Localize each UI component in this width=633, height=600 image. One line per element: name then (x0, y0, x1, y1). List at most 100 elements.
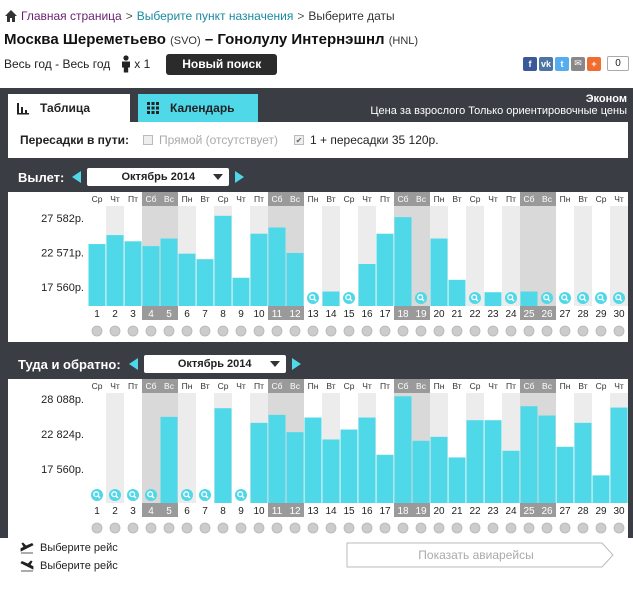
day-radio[interactable] (91, 325, 103, 337)
price-bar[interactable] (160, 416, 178, 503)
price-bar[interactable] (322, 291, 340, 306)
email-icon[interactable]: ✉ (571, 56, 585, 71)
price-bar[interactable] (304, 417, 322, 503)
day-radio[interactable] (595, 522, 607, 534)
price-bar[interactable] (358, 264, 376, 306)
price-bar[interactable] (178, 253, 196, 306)
day-radio[interactable] (199, 325, 211, 337)
price-bar[interactable] (106, 235, 124, 306)
day-radio[interactable] (487, 522, 499, 534)
day-radio[interactable] (307, 522, 319, 534)
day-radio[interactable] (469, 522, 481, 534)
day-radio[interactable] (505, 325, 517, 337)
tab-table[interactable]: Таблица (8, 94, 130, 122)
price-bar[interactable] (214, 215, 232, 306)
day-radio[interactable] (289, 522, 301, 534)
search-price-icon[interactable] (613, 292, 625, 304)
price-bar[interactable] (250, 422, 268, 503)
day-radio[interactable] (505, 522, 517, 534)
price-bar[interactable] (502, 450, 520, 503)
day-radio[interactable] (109, 522, 121, 534)
day-radio[interactable] (541, 325, 553, 337)
day-radio[interactable] (217, 325, 229, 337)
day-radio[interactable] (127, 325, 139, 337)
day-radio[interactable] (577, 325, 589, 337)
breadcrumb-destination-link[interactable]: Выберите пункт назначения (136, 9, 294, 23)
search-price-icon[interactable] (109, 489, 121, 501)
price-bar[interactable] (142, 246, 160, 306)
price-bar[interactable] (376, 233, 394, 306)
price-bar[interactable] (196, 259, 214, 306)
price-bar[interactable] (286, 252, 304, 306)
day-radio[interactable] (577, 522, 589, 534)
day-radio[interactable] (379, 522, 391, 534)
search-price-icon[interactable] (505, 292, 517, 304)
price-bar[interactable] (160, 238, 178, 306)
day-radio[interactable] (595, 325, 607, 337)
price-bar[interactable] (250, 233, 268, 306)
day-radio[interactable] (127, 522, 139, 534)
day-radio[interactable] (613, 325, 625, 337)
day-radio[interactable] (145, 325, 157, 337)
day-radio[interactable] (559, 325, 571, 337)
day-radio[interactable] (361, 522, 373, 534)
day-radio[interactable] (217, 522, 229, 534)
day-radio[interactable] (451, 325, 463, 337)
search-price-icon[interactable] (577, 292, 589, 304)
show-flights-button[interactable]: Показать авиарейсы (346, 542, 614, 568)
day-radio[interactable] (541, 522, 553, 534)
price-bar[interactable] (574, 422, 592, 503)
search-price-icon[interactable] (199, 489, 211, 501)
day-radio[interactable] (109, 325, 121, 337)
price-bar[interactable] (466, 420, 484, 503)
day-radio[interactable] (433, 325, 445, 337)
price-bar[interactable] (538, 415, 556, 503)
facebook-icon[interactable]: f (523, 56, 537, 71)
search-price-icon[interactable] (127, 489, 139, 501)
tab-calendar[interactable]: Календарь (138, 94, 258, 122)
price-bar[interactable] (610, 407, 628, 503)
next-month-arrow-icon[interactable] (235, 171, 245, 183)
search-price-icon[interactable] (91, 489, 103, 501)
plus-icon[interactable]: + (587, 56, 601, 71)
day-radio[interactable] (145, 522, 157, 534)
next-month-arrow-icon[interactable] (291, 358, 301, 370)
price-bar[interactable] (412, 440, 430, 503)
day-radio[interactable] (325, 325, 337, 337)
search-price-icon[interactable] (145, 489, 157, 501)
day-radio[interactable] (181, 522, 193, 534)
day-radio[interactable] (199, 522, 211, 534)
search-price-icon[interactable] (181, 489, 193, 501)
home-icon[interactable] (4, 9, 18, 23)
price-bar[interactable] (268, 414, 286, 503)
price-bar[interactable] (376, 454, 394, 503)
day-radio[interactable] (397, 325, 409, 337)
day-radio[interactable] (163, 522, 175, 534)
price-bar[interactable] (484, 420, 502, 503)
price-bar[interactable] (448, 279, 466, 306)
departure-month-select[interactable]: Октябрь 2014 (87, 168, 230, 186)
price-bar[interactable] (214, 408, 232, 503)
search-price-icon[interactable] (343, 292, 355, 304)
direct-checkbox[interactable] (143, 135, 154, 145)
price-bar[interactable] (286, 432, 304, 503)
day-radio[interactable] (397, 522, 409, 534)
day-radio[interactable] (469, 325, 481, 337)
price-bar[interactable] (394, 217, 412, 306)
day-radio[interactable] (343, 522, 355, 534)
day-radio[interactable] (379, 325, 391, 337)
price-bar[interactable] (520, 291, 538, 306)
day-radio[interactable] (433, 522, 445, 534)
search-price-icon[interactable] (235, 489, 247, 501)
price-bar[interactable] (430, 238, 448, 306)
price-bar[interactable] (124, 241, 142, 306)
day-radio[interactable] (415, 522, 427, 534)
twitter-icon[interactable]: t (555, 56, 569, 71)
day-radio[interactable] (523, 325, 535, 337)
day-radio[interactable] (253, 325, 265, 337)
prev-month-arrow-icon[interactable] (72, 171, 82, 183)
day-radio[interactable] (235, 325, 247, 337)
price-bar[interactable] (430, 436, 448, 503)
day-radio[interactable] (181, 325, 193, 337)
search-price-icon[interactable] (595, 292, 607, 304)
